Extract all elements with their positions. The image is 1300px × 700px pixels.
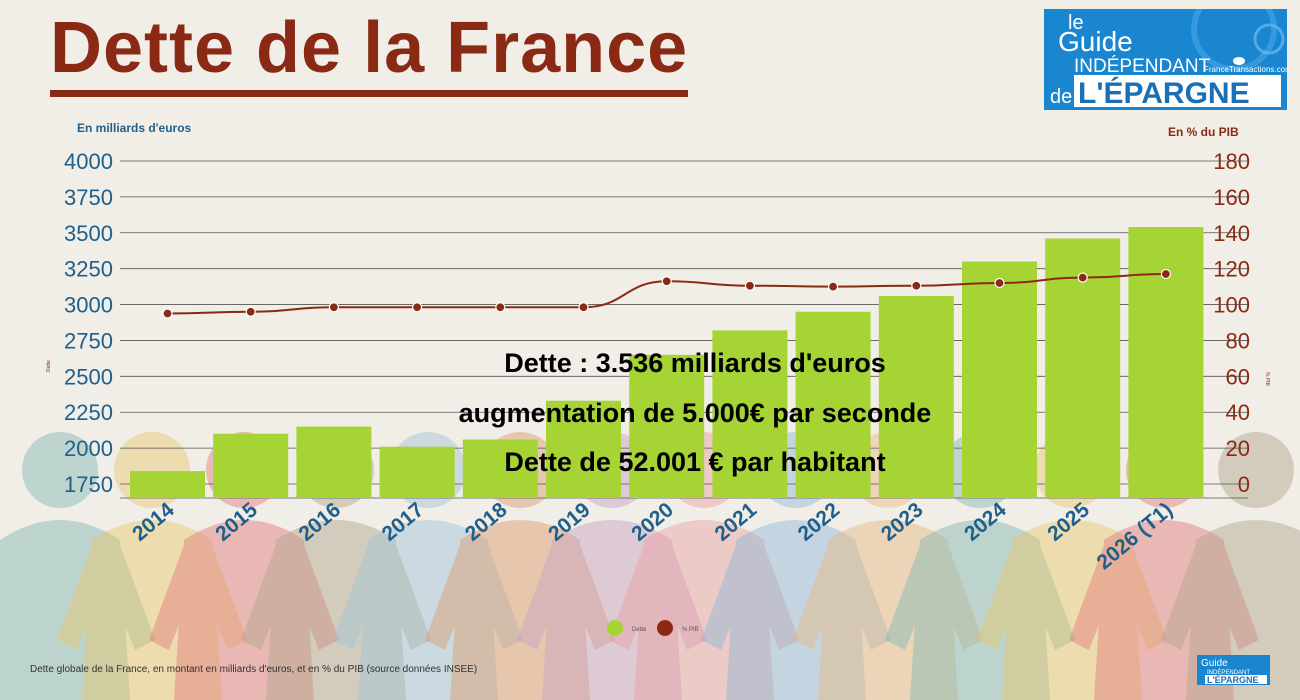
svg-text:FranceTransactions.com: FranceTransactions.com xyxy=(1204,65,1287,74)
guide-epargne-logo: le Guide INDÉPENDANT de L'ÉPARGNE France… xyxy=(1044,9,1287,110)
pib-point xyxy=(911,280,922,291)
pib-point xyxy=(1077,272,1088,283)
right-tick-label: 120 xyxy=(1213,257,1250,282)
pib-point xyxy=(1160,268,1172,280)
svg-text:le: le xyxy=(1068,12,1084,34)
pib-point xyxy=(162,308,173,319)
pib-point xyxy=(245,306,256,317)
bar-dette xyxy=(379,446,455,498)
background-person xyxy=(885,432,1075,700)
right-axis-side-label: % PIB xyxy=(1264,372,1270,387)
pib-point xyxy=(412,302,423,313)
right-axis-label: En % du PIB xyxy=(1168,125,1239,139)
svg-text:Guide: Guide xyxy=(1201,658,1228,669)
page-title: Dette de la France xyxy=(50,6,689,97)
bar-dette xyxy=(795,311,871,498)
left-tick-label: 2000 xyxy=(64,436,113,461)
pib-point xyxy=(994,277,1005,289)
left-axis-side-label: Dette xyxy=(46,360,52,372)
legend-pib-marker xyxy=(657,620,673,636)
bar-dette xyxy=(629,354,705,498)
bar-dette xyxy=(296,426,372,498)
overlay-debt-total: Dette : 3.536 milliards d'euros xyxy=(504,348,886,378)
bar-dette xyxy=(878,295,954,498)
overlay-debt-per-capita: Dette de 52.001 € par habitant xyxy=(504,447,886,477)
left-tick-label: 2500 xyxy=(64,364,113,389)
right-tick-label: 60 xyxy=(1226,364,1250,389)
background-person xyxy=(57,432,247,700)
svg-text:de: de xyxy=(1050,86,1072,108)
right-tick-label: 40 xyxy=(1226,400,1250,425)
background-person xyxy=(425,432,615,700)
right-axis-ticks: 0 20 40 60 80 100 120 140 160 180 xyxy=(1213,149,1250,497)
svg-text:INDÉPENDANT: INDÉPENDANT xyxy=(1207,669,1250,676)
right-tick-label: 0 xyxy=(1238,472,1250,497)
pib-point xyxy=(328,302,339,313)
pib-point xyxy=(744,280,756,291)
overlay-debt-increase: augmentation de 5.000€ par seconde xyxy=(458,398,932,428)
bar-dette xyxy=(213,433,289,498)
left-axis-label: En milliards d'euros xyxy=(77,121,192,135)
bar-dette xyxy=(712,330,788,498)
pib-point xyxy=(578,302,589,313)
right-tick-label: 80 xyxy=(1226,328,1250,353)
right-tick-label: 20 xyxy=(1226,436,1250,461)
left-axis-ticks: 1750 2000 2250 2500 2750 3000 3250 3500 3750 4000 xyxy=(64,149,113,497)
legend-dette-label: Dette xyxy=(632,627,647,633)
bar-dette xyxy=(546,400,621,498)
svg-text:INDÉPENDANT: INDÉPENDANT xyxy=(1074,56,1211,77)
pib-point xyxy=(827,281,839,292)
right-tick-label: 180 xyxy=(1213,149,1250,174)
guide-epargne-logo-graphic: le Guide INDÉPENDANT de L'ÉPARGNE France… xyxy=(1050,9,1287,110)
svg-text:L'ÉPARGNE: L'ÉPARGNE xyxy=(1078,76,1250,110)
guide-epargne-logo-small: Guide INDÉPENDANT L'ÉPARGNE xyxy=(1197,655,1270,685)
right-tick-label: 160 xyxy=(1213,185,1250,210)
chart-legend: Dette % PIB xyxy=(607,620,699,636)
bar-dette xyxy=(962,261,1037,498)
left-tick-label: 3250 xyxy=(64,257,113,282)
source-footnote: Dette globale de la France, en montant e… xyxy=(30,664,478,675)
left-tick-label: 1750 xyxy=(64,472,113,497)
background-person xyxy=(0,432,155,700)
legend-dette-marker xyxy=(607,620,623,636)
left-tick-label: 2250 xyxy=(64,400,113,425)
pib-line-series xyxy=(162,268,1172,319)
right-tick-label: 140 xyxy=(1213,221,1250,246)
guide-epargne-logo-small-graphic: Guide INDÉPENDANT L'ÉPARGNE xyxy=(1201,658,1267,685)
svg-text:L'ÉPARGNE: L'ÉPARGNE xyxy=(1207,675,1258,685)
left-tick-label: 3750 xyxy=(64,185,113,210)
bar-dette xyxy=(130,471,205,498)
bar-dette xyxy=(1128,227,1204,498)
left-tick-label: 3000 xyxy=(64,293,113,318)
left-tick-label: 3500 xyxy=(64,221,113,246)
left-tick-label: 4000 xyxy=(64,149,113,174)
bar-dette xyxy=(462,439,538,498)
right-tick-label: 100 xyxy=(1213,293,1250,318)
svg-text:Guide: Guide xyxy=(1058,26,1133,57)
legend-pib-label: % PIB xyxy=(682,627,699,633)
pib-point xyxy=(661,276,672,287)
pib-point xyxy=(495,302,506,313)
left-tick-label: 2750 xyxy=(64,328,113,353)
